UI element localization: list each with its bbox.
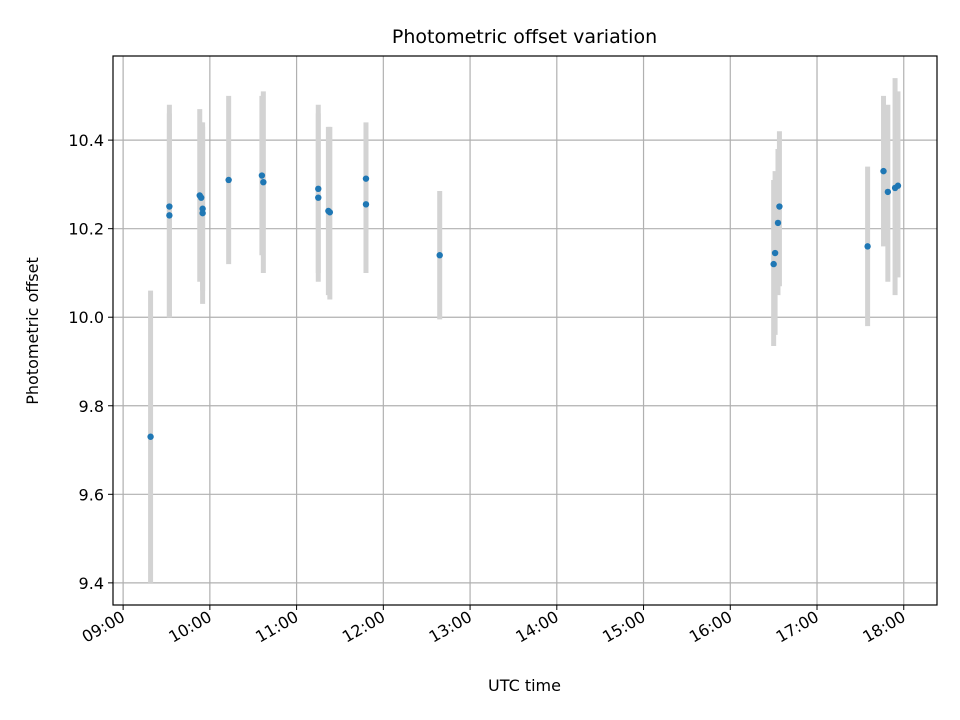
y-tick-label: 9.8 [79, 397, 104, 416]
data-point [147, 433, 154, 440]
data-point [315, 185, 322, 193]
data-point [260, 178, 267, 186]
data-point [197, 194, 205, 201]
data-point [326, 209, 334, 216]
chart-title: Photometric offset variation [392, 26, 657, 48]
data-points [147, 167, 902, 440]
data-point [864, 243, 871, 250]
y-tick-label: 10.0 [68, 308, 104, 327]
axes-frame [112, 55, 938, 606]
data-point [884, 188, 892, 196]
data-point [362, 201, 370, 208]
data-point [770, 260, 777, 268]
data-point [771, 249, 779, 257]
data-point [362, 175, 370, 182]
data-point [166, 212, 173, 219]
grid [113, 56, 937, 605]
data-point [880, 167, 887, 175]
y-tick-label: 10.2 [68, 220, 104, 239]
data-point [199, 209, 206, 217]
data-point [258, 172, 266, 179]
data-point [199, 205, 206, 212]
y-tick-label: 9.4 [79, 574, 104, 593]
y-tick-label: 10.4 [68, 131, 104, 150]
data-point [776, 203, 783, 210]
data-point [436, 252, 443, 259]
y-axis-label: Photometric offset [23, 257, 42, 405]
x-axis-label: UTC time [488, 676, 561, 695]
data-point [225, 176, 232, 184]
data-point [315, 194, 322, 201]
data-point [166, 203, 173, 210]
data-point [894, 182, 902, 189]
y-tick-label: 9.6 [79, 485, 104, 504]
data-point [774, 219, 782, 227]
y-axis: 9.4 9.6 9.8 10.0 10.2 10.4 [68, 131, 113, 593]
